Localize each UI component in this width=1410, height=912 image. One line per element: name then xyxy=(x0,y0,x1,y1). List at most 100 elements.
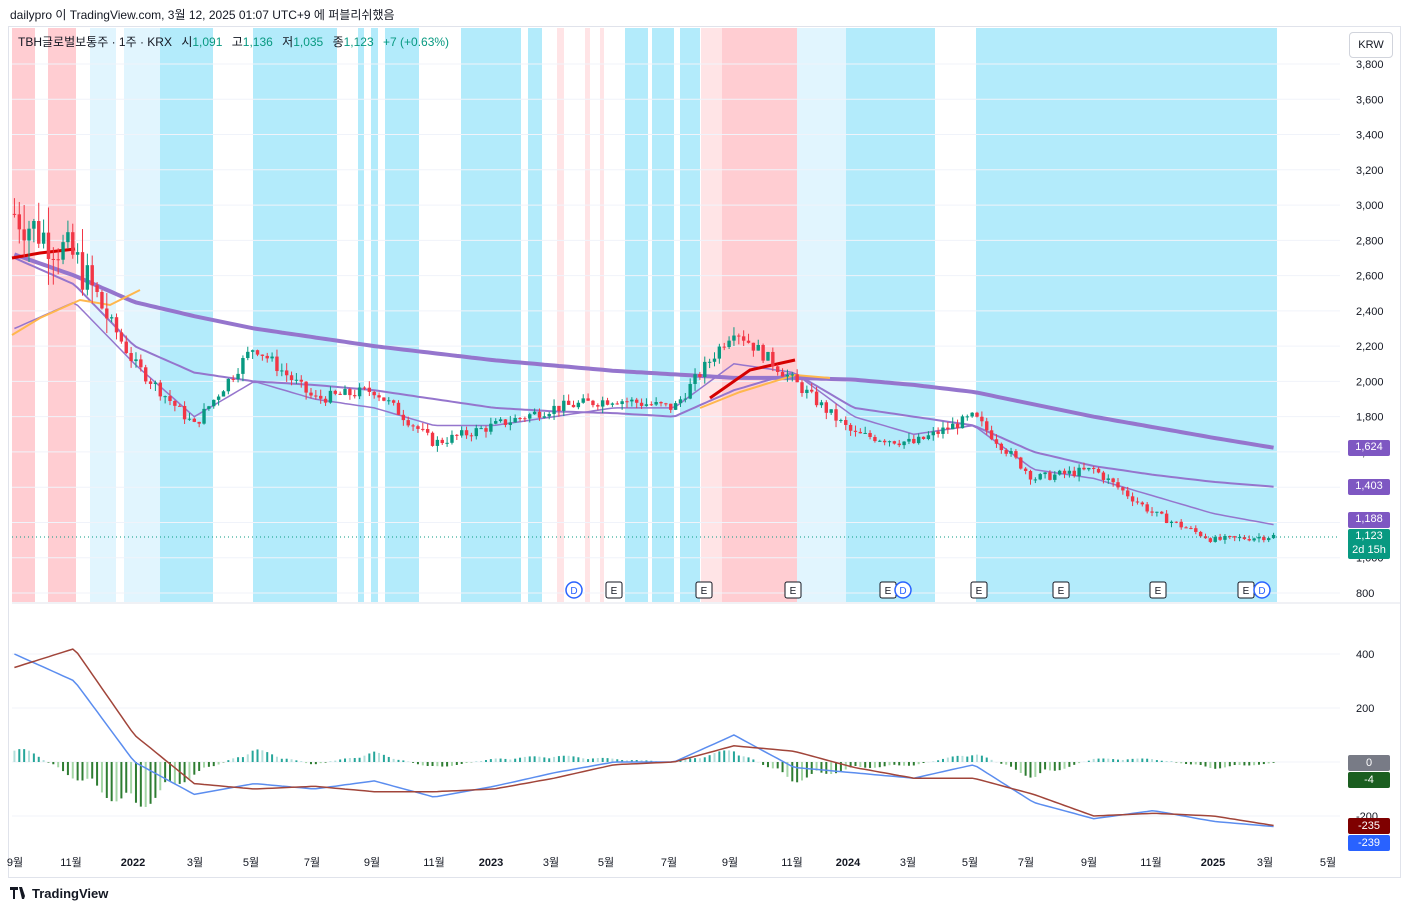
candle xyxy=(168,390,172,406)
event-marker-E: E xyxy=(970,581,988,599)
candle xyxy=(839,418,843,423)
candle xyxy=(902,441,906,449)
candle xyxy=(338,391,342,396)
candle xyxy=(479,425,483,430)
candle-body xyxy=(1232,536,1237,538)
candle-body xyxy=(231,378,235,380)
candle-body xyxy=(1130,496,1135,502)
candle-body xyxy=(479,428,483,430)
candle-body xyxy=(965,416,969,418)
candle-body xyxy=(547,413,551,417)
macd-histogram-bar xyxy=(1097,758,1100,762)
candle xyxy=(921,436,926,440)
candle xyxy=(314,390,318,400)
candle-body xyxy=(143,367,148,382)
macd-histogram-bar xyxy=(873,762,876,768)
time-tick: 3월 xyxy=(1257,856,1273,869)
macd-histogram-bar xyxy=(485,760,487,762)
candle-body xyxy=(1028,470,1033,480)
candle-body xyxy=(1198,531,1203,537)
candle xyxy=(148,378,153,390)
macd-tag: -239 xyxy=(1348,835,1390,851)
candle-body xyxy=(85,265,90,290)
candle xyxy=(566,394,571,406)
candle xyxy=(537,408,542,421)
candle xyxy=(873,434,877,443)
candle-body xyxy=(902,441,906,446)
candle-body xyxy=(805,389,809,394)
candle xyxy=(95,282,99,298)
candle xyxy=(1203,533,1208,539)
candle-body xyxy=(1043,472,1047,475)
candle-body xyxy=(498,419,503,422)
candle-body xyxy=(542,416,547,418)
candle-body xyxy=(1179,521,1183,528)
candle xyxy=(498,417,503,423)
macd-histogram-bar xyxy=(1121,759,1124,762)
candle-body xyxy=(178,405,182,407)
candle xyxy=(353,389,357,399)
candle xyxy=(207,405,211,411)
candle xyxy=(1067,466,1072,478)
candle-body xyxy=(1101,472,1106,480)
earnings-icon xyxy=(605,581,623,599)
candle xyxy=(41,219,46,249)
candle xyxy=(216,394,221,406)
tradingview-footer[interactable]: TradingView xyxy=(10,886,108,901)
macd-histogram-bar xyxy=(314,762,317,765)
candle-body xyxy=(639,402,644,406)
candle xyxy=(90,255,94,304)
macd-histogram-bar xyxy=(713,753,716,762)
candle xyxy=(630,397,634,407)
candle xyxy=(362,386,367,391)
candle xyxy=(158,379,162,401)
candle-body xyxy=(999,443,1004,451)
candle xyxy=(100,289,104,310)
candle xyxy=(37,202,41,249)
legend-high: 1,136 xyxy=(242,35,273,49)
macd-histogram-bar xyxy=(188,762,191,779)
candle-body xyxy=(989,430,994,440)
event-label: E xyxy=(1243,586,1250,597)
candle xyxy=(766,351,770,361)
candle xyxy=(562,394,566,417)
macd-histogram-bar xyxy=(917,762,920,765)
candle-body xyxy=(1048,472,1052,480)
candle-body xyxy=(129,353,133,362)
candle xyxy=(1077,464,1081,482)
candle xyxy=(513,414,517,423)
candle-body xyxy=(532,411,537,415)
candle xyxy=(1150,507,1154,517)
macd-histogram-bar xyxy=(742,756,745,762)
candle-body xyxy=(1053,474,1057,480)
candle xyxy=(192,417,197,423)
candle xyxy=(270,352,274,362)
candle-body xyxy=(1189,528,1193,530)
time-tick: 7월 xyxy=(304,856,320,869)
price-tick: 2,600 xyxy=(1356,271,1384,283)
candle-body xyxy=(372,391,376,396)
candle-body xyxy=(566,400,571,405)
candle-body xyxy=(260,354,265,356)
macd-histogram-bar xyxy=(1068,762,1071,767)
candle xyxy=(236,368,240,383)
candle xyxy=(1267,537,1271,543)
macd-histogram-bar xyxy=(1019,762,1022,773)
candle xyxy=(635,397,639,409)
candle xyxy=(985,417,989,435)
macd-tag: -4 xyxy=(1348,772,1390,788)
currency-button[interactable]: KRW xyxy=(1349,32,1393,58)
macd-histogram-bar xyxy=(1257,762,1260,765)
macd-histogram-bar xyxy=(567,755,570,762)
candle xyxy=(576,400,581,410)
macd-histogram-bar xyxy=(553,756,556,762)
grid-lines xyxy=(12,63,1400,604)
macd-histogram-bar xyxy=(169,762,171,782)
macd-pane xyxy=(12,648,1340,828)
candle xyxy=(367,381,372,397)
candle xyxy=(946,421,950,434)
candle-body xyxy=(766,351,770,361)
candle-body xyxy=(635,399,639,403)
candle xyxy=(1237,534,1242,542)
